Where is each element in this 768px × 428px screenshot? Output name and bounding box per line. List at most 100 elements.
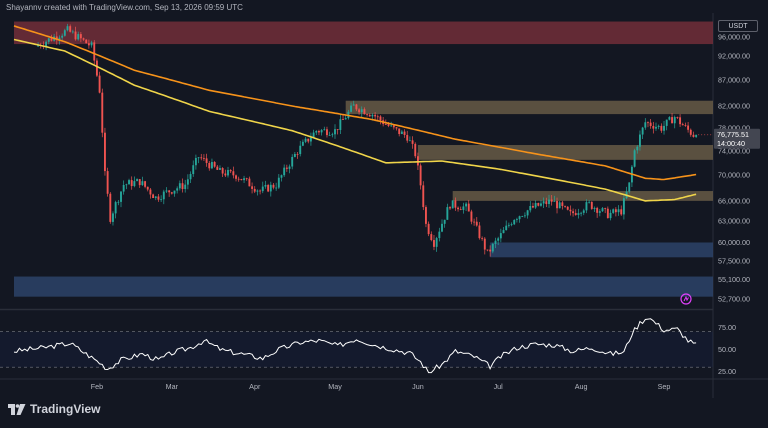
candle-body <box>318 131 320 133</box>
candle <box>309 132 312 146</box>
candle-body <box>336 129 339 131</box>
candle-body <box>523 215 526 217</box>
candle-body <box>556 200 558 209</box>
candle <box>173 190 176 197</box>
candle-body <box>398 128 401 134</box>
candle <box>556 197 558 214</box>
candle-body <box>299 145 302 155</box>
candle <box>408 136 411 142</box>
candle-body <box>283 167 286 176</box>
candle <box>403 129 406 138</box>
candle <box>318 129 320 136</box>
candle-body <box>494 240 497 244</box>
moving-averages-layer <box>13 25 697 202</box>
candle <box>628 182 631 194</box>
candle-body <box>63 30 66 36</box>
candle <box>614 207 617 217</box>
candle <box>219 165 221 171</box>
candle <box>425 205 427 228</box>
candle-body <box>280 175 283 178</box>
candle-body <box>58 37 61 40</box>
candle <box>331 132 334 138</box>
candle-body <box>122 184 125 192</box>
candle-body <box>644 122 647 128</box>
candle <box>283 164 286 177</box>
price-tick-label: 55,100.00 <box>718 275 750 284</box>
candle <box>681 122 684 126</box>
candle <box>312 129 315 138</box>
candle-body <box>521 216 524 217</box>
candle-body <box>665 119 668 126</box>
candle-body <box>227 170 229 176</box>
oscillator-tick-label: 75.00 <box>718 323 736 332</box>
candle <box>433 234 435 251</box>
candle <box>194 154 197 170</box>
candle <box>157 193 160 202</box>
candle-body <box>601 208 604 212</box>
candle <box>689 128 692 137</box>
candle-body <box>320 130 323 133</box>
candle <box>95 58 98 78</box>
candle-body <box>545 201 548 205</box>
candle <box>499 228 502 243</box>
candle <box>82 37 85 41</box>
candle <box>467 199 470 212</box>
candle-body <box>165 190 168 192</box>
candle <box>577 208 580 219</box>
candle <box>566 206 569 211</box>
candle <box>160 195 163 203</box>
candle-body <box>433 240 435 247</box>
candle <box>93 40 96 65</box>
candle <box>532 202 534 209</box>
candle-body <box>376 116 379 118</box>
candle-body <box>655 126 657 129</box>
candle-body <box>154 196 157 199</box>
candle <box>267 183 270 193</box>
candle <box>114 200 117 219</box>
candle-body <box>366 114 369 116</box>
candle <box>288 164 291 174</box>
candle-body <box>334 129 336 135</box>
candle <box>232 166 235 179</box>
candle <box>513 219 516 226</box>
candle <box>253 186 256 194</box>
currency-button[interactable]: USDT <box>718 20 758 32</box>
candle-body <box>548 199 550 205</box>
candle <box>427 221 430 237</box>
candle-body <box>540 203 542 206</box>
candle <box>328 131 331 136</box>
candle-body <box>221 168 224 174</box>
candle-body <box>478 225 481 239</box>
candle-body <box>684 125 687 126</box>
zones-layer <box>14 21 713 297</box>
candle-body <box>213 162 216 167</box>
candle <box>162 189 165 205</box>
candle-body <box>181 183 184 190</box>
candle-body <box>689 129 692 135</box>
candle <box>647 121 649 128</box>
candle <box>665 119 668 131</box>
candle <box>622 194 625 220</box>
candle <box>221 167 224 177</box>
candle <box>216 164 219 170</box>
candle <box>326 126 328 138</box>
candle <box>285 164 288 172</box>
candle-body <box>505 225 508 231</box>
indicator-marker-icon[interactable] <box>680 293 692 305</box>
candle-body <box>112 213 114 222</box>
candle-body <box>277 177 280 188</box>
candle <box>109 192 112 224</box>
candle <box>144 180 147 189</box>
candle-body <box>620 209 623 215</box>
candle-body <box>326 129 328 136</box>
price-tick-label: 78,000.00 <box>718 123 750 132</box>
candle-body <box>355 104 358 110</box>
candle-body <box>120 191 122 202</box>
candle <box>515 217 518 223</box>
price-tick-label: 57,500.00 <box>718 257 750 266</box>
candle-body <box>307 138 310 142</box>
price-tick-label: 52,700.00 <box>718 295 750 304</box>
candle-body <box>558 202 561 209</box>
candle <box>101 88 104 138</box>
